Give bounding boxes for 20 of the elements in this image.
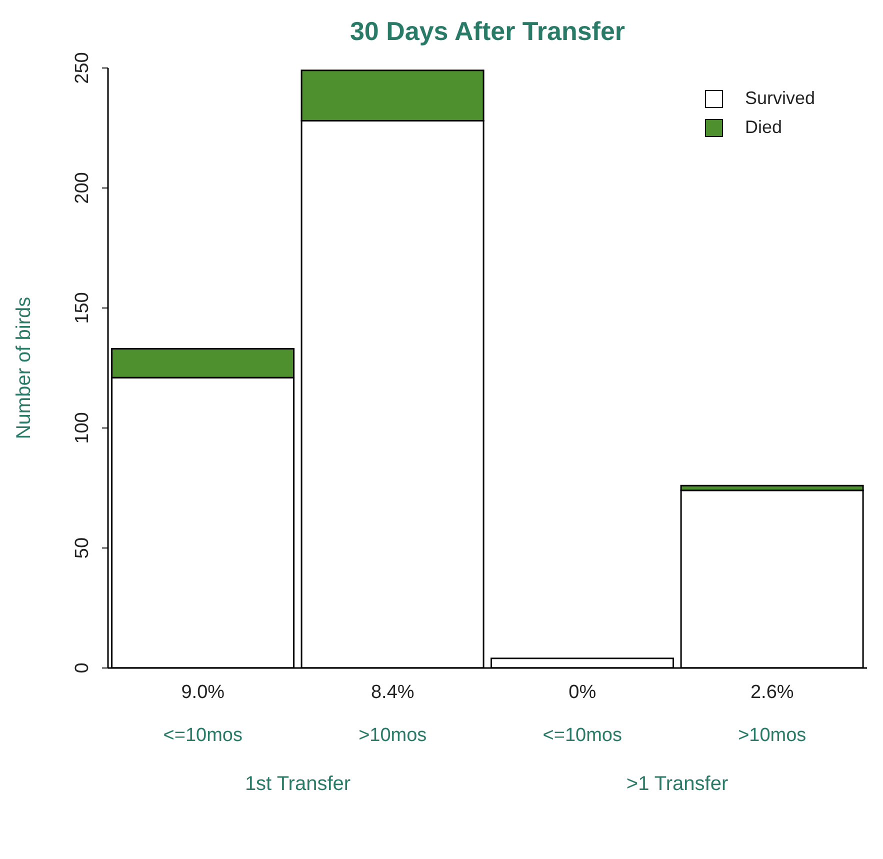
x-tick-label: <=10mos	[542, 725, 622, 746]
y-tick-label: 0	[72, 662, 93, 674]
text: 0%	[568, 682, 596, 703]
x-tick-label: >10mos	[358, 725, 427, 746]
text: 2.6%	[750, 682, 794, 703]
y-axis-title: Number of birds	[13, 296, 36, 440]
text: 8.4%	[370, 682, 414, 703]
y-tick-label: 150	[72, 292, 93, 324]
y-tick-label: 100	[72, 412, 93, 444]
legend-label: Survived	[744, 88, 815, 109]
chart-title: 30 Days After Transfer	[348, 16, 626, 47]
legend-label: Died	[744, 117, 782, 138]
y-tick-label: 200	[72, 172, 93, 204]
text: 9.0%	[181, 682, 225, 703]
x-tick-label: >10mos	[738, 725, 806, 746]
y-tick-label: 250	[72, 52, 93, 84]
y-tick-label: 50	[72, 537, 93, 559]
x-tick-label: <=10mos	[163, 725, 242, 746]
text: >1 Transfer	[625, 773, 730, 796]
text: 1st Transfer	[244, 773, 352, 796]
